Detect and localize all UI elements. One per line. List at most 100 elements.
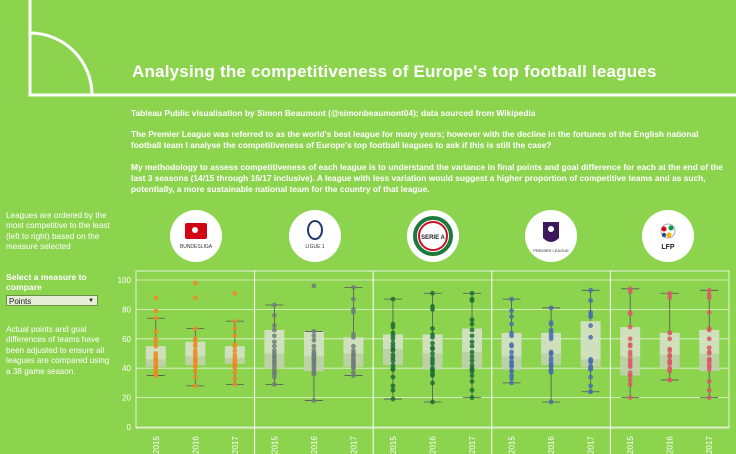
data-point xyxy=(509,308,514,314)
data-point xyxy=(469,395,475,400)
data-point xyxy=(667,330,673,336)
data-point xyxy=(390,358,396,364)
box-upper xyxy=(580,321,601,360)
order-note: Leagues are ordered by the most competit… xyxy=(6,211,110,252)
data-point xyxy=(192,383,198,389)
data-point xyxy=(153,329,159,334)
data-point xyxy=(430,373,435,378)
y-tick-label: 100 xyxy=(118,276,132,285)
box-upper xyxy=(541,332,562,354)
seriea-logo: SERIE A xyxy=(407,210,459,262)
data-point xyxy=(153,373,159,378)
data-point xyxy=(469,379,475,384)
data-point xyxy=(430,340,435,346)
y-tick-label: 0 xyxy=(127,423,132,432)
x-tick-label: 2017 xyxy=(468,436,477,454)
data-point xyxy=(153,315,159,321)
data-point xyxy=(509,380,514,386)
svg-text:SERIE A: SERIE A xyxy=(421,235,445,241)
data-point xyxy=(706,336,712,342)
data-point xyxy=(509,349,514,355)
data-point xyxy=(153,343,159,349)
data-point xyxy=(390,348,396,353)
data-point xyxy=(192,364,198,370)
x-tick-label: 2016 xyxy=(191,436,200,454)
data-point xyxy=(232,318,238,324)
data-point xyxy=(588,367,594,373)
data-point xyxy=(271,327,277,333)
bundesliga-logo: BUNDESLIGA xyxy=(170,210,222,262)
data-point xyxy=(667,368,673,374)
data-point xyxy=(667,348,673,353)
data-point xyxy=(706,351,712,356)
data-point xyxy=(509,355,514,361)
x-tick-label: 2015 xyxy=(389,436,398,454)
data-point xyxy=(627,311,633,317)
data-point xyxy=(390,336,396,342)
x-tick-label: 2015 xyxy=(270,436,279,454)
data-point xyxy=(627,395,633,400)
data-point xyxy=(469,354,475,359)
data-point xyxy=(232,348,238,353)
data-point xyxy=(351,343,356,349)
x-tick-label: 2016 xyxy=(666,436,675,454)
data-point xyxy=(627,364,633,370)
data-point xyxy=(627,352,633,358)
data-point xyxy=(192,368,198,374)
data-point xyxy=(192,374,198,380)
x-tick-label: 2016 xyxy=(310,436,319,454)
data-point xyxy=(509,321,514,327)
data-point xyxy=(588,359,594,365)
data-point xyxy=(588,334,594,340)
data-point xyxy=(153,295,159,301)
x-tick-label: 2017 xyxy=(231,436,240,454)
data-point xyxy=(509,364,514,370)
data-point xyxy=(192,295,198,301)
data-point xyxy=(430,380,435,386)
svg-text:LFP: LFP xyxy=(661,244,675,251)
data-point xyxy=(469,317,475,323)
data-point xyxy=(271,333,277,339)
data-point xyxy=(469,387,475,393)
data-point xyxy=(469,339,475,345)
data-point xyxy=(192,280,198,286)
x-tick-label: 2017 xyxy=(705,436,714,454)
premier-league-logo: PREMIER LEAGUE xyxy=(525,210,577,262)
data-point xyxy=(588,374,594,380)
data-point xyxy=(588,314,594,320)
measure-dropdown-value: Points xyxy=(9,297,32,306)
data-point xyxy=(390,396,396,402)
data-point xyxy=(430,346,435,352)
measure-dropdown[interactable]: Points ▼ xyxy=(6,295,98,306)
svg-text:BUNDESLIGA: BUNDESLIGA xyxy=(180,244,213,250)
x-tick-label: 2016 xyxy=(547,436,556,454)
data-point xyxy=(232,343,238,349)
x-tick-label: 2015 xyxy=(626,436,635,454)
x-tick-label: 2017 xyxy=(587,436,596,454)
data-point xyxy=(627,324,633,330)
data-point xyxy=(588,287,594,293)
data-point xyxy=(627,373,633,378)
box-upper xyxy=(620,327,641,357)
data-point xyxy=(469,368,475,374)
chevron-down-icon: ▼ xyxy=(88,298,94,304)
measure-label: Select a measure to compare xyxy=(6,272,87,293)
data-point xyxy=(509,376,514,381)
data-point xyxy=(469,349,475,355)
svg-text:LIGUE 1: LIGUE 1 xyxy=(305,244,324,250)
data-point xyxy=(469,327,475,333)
data-point xyxy=(271,312,277,318)
data-point xyxy=(548,399,554,405)
data-point xyxy=(390,324,396,330)
data-point xyxy=(232,333,238,339)
data-point xyxy=(192,326,198,331)
data-point xyxy=(469,373,475,378)
data-point xyxy=(588,298,594,303)
data-point xyxy=(153,308,159,314)
data-point xyxy=(627,336,633,342)
data-point xyxy=(667,336,673,342)
data-point xyxy=(430,351,435,356)
data-point xyxy=(509,314,514,320)
data-point xyxy=(706,345,712,351)
